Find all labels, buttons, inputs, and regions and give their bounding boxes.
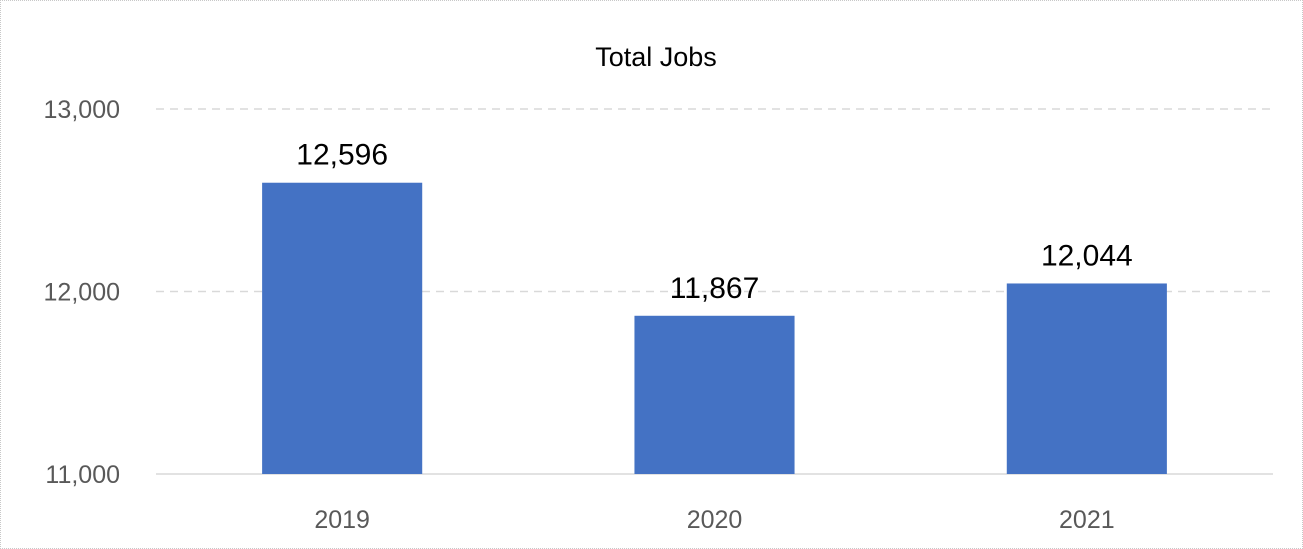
chart-title: Total Jobs bbox=[595, 42, 717, 72]
bar-2019 bbox=[262, 182, 423, 475]
data-label-2020: 11,867 bbox=[670, 272, 760, 305]
x-tick-label: 2020 bbox=[687, 506, 743, 534]
y-tick-label: 13,000 bbox=[44, 96, 120, 124]
bar-2020 bbox=[634, 315, 795, 474]
x-tick-label: 2021 bbox=[1059, 506, 1115, 534]
bar-2021 bbox=[1006, 283, 1167, 474]
x-axis-tick-labels: 2019 2020 2021 bbox=[314, 506, 1114, 534]
data-label-2021: 12,044 bbox=[1041, 239, 1133, 272]
y-axis-tick-labels: 11,000 12,000 13,000 bbox=[44, 96, 120, 489]
data-labels: 12,596 11,867 12,044 bbox=[296, 139, 1132, 305]
y-tick-label: 11,000 bbox=[45, 461, 120, 489]
x-tick-label: 2019 bbox=[314, 506, 370, 534]
bars bbox=[262, 182, 1167, 475]
y-tick-label: 12,000 bbox=[44, 279, 120, 307]
data-label-2019: 12,596 bbox=[296, 139, 388, 172]
